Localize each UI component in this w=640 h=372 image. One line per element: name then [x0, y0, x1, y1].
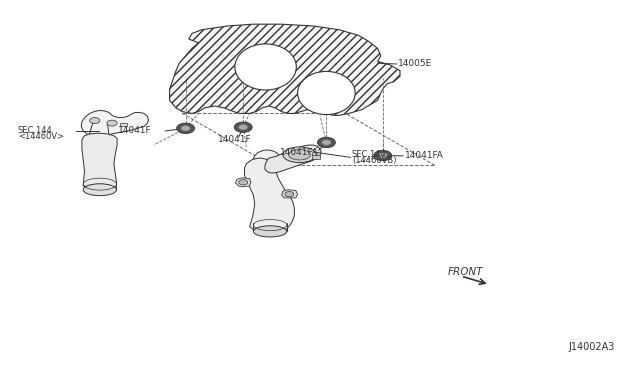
Polygon shape — [312, 155, 320, 159]
Circle shape — [317, 137, 335, 148]
Polygon shape — [236, 178, 251, 187]
Circle shape — [374, 150, 392, 161]
Text: 14041F: 14041F — [118, 126, 152, 135]
Text: <14460V>: <14460V> — [18, 132, 64, 141]
Text: 14041F: 14041F — [218, 135, 252, 144]
Text: SEC.144: SEC.144 — [18, 126, 52, 135]
Ellipse shape — [289, 150, 310, 160]
Text: 14041FA: 14041FA — [280, 148, 319, 157]
Ellipse shape — [235, 44, 296, 90]
Ellipse shape — [253, 226, 287, 237]
Circle shape — [90, 118, 100, 124]
Text: SEC.144: SEC.144 — [352, 150, 387, 159]
Circle shape — [177, 123, 195, 134]
Text: J14002A3: J14002A3 — [568, 342, 614, 352]
Ellipse shape — [83, 184, 116, 196]
Circle shape — [239, 125, 248, 130]
Ellipse shape — [298, 71, 355, 115]
Circle shape — [322, 140, 331, 145]
Text: FRONT: FRONT — [448, 267, 483, 276]
Circle shape — [107, 120, 117, 126]
Circle shape — [181, 126, 190, 131]
Polygon shape — [82, 133, 117, 190]
Ellipse shape — [283, 147, 316, 163]
Circle shape — [234, 122, 252, 132]
Circle shape — [239, 180, 248, 185]
Text: (14460VB): (14460VB) — [352, 156, 397, 165]
Polygon shape — [81, 110, 148, 137]
Polygon shape — [253, 150, 280, 169]
Text: 14005E: 14005E — [398, 60, 433, 68]
Polygon shape — [170, 24, 400, 115]
Polygon shape — [282, 190, 298, 198]
Text: 14041FA: 14041FA — [405, 151, 444, 160]
Polygon shape — [265, 145, 321, 173]
Polygon shape — [120, 123, 127, 126]
Circle shape — [378, 153, 387, 158]
Polygon shape — [244, 158, 294, 234]
Circle shape — [285, 192, 294, 197]
